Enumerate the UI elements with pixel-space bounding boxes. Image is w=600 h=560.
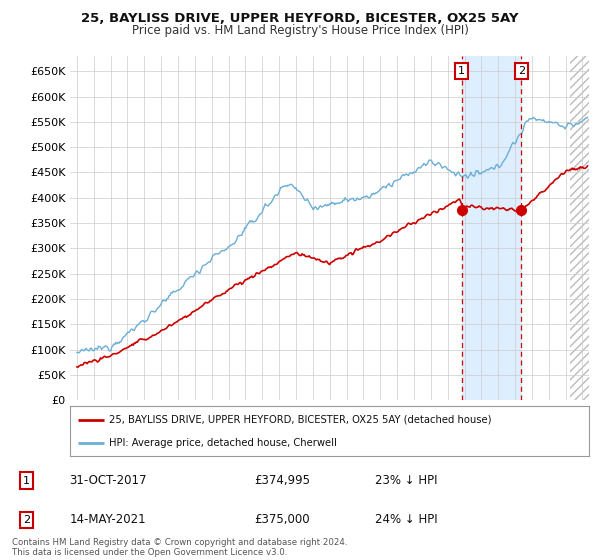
Bar: [570, 56, 589, 400]
Text: 25, BAYLISS DRIVE, UPPER HEYFORD, BICESTER, OX25 5AY (detached house): 25, BAYLISS DRIVE, UPPER HEYFORD, BICEST…: [109, 414, 491, 424]
Text: Price paid vs. HM Land Registry's House Price Index (HPI): Price paid vs. HM Land Registry's House …: [131, 24, 469, 36]
Text: HPI: Average price, detached house, Cherwell: HPI: Average price, detached house, Cher…: [109, 438, 337, 448]
Text: 2: 2: [518, 66, 525, 76]
Text: 2: 2: [23, 515, 30, 525]
Text: 23% ↓ HPI: 23% ↓ HPI: [375, 474, 437, 487]
Text: £375,000: £375,000: [254, 514, 310, 526]
Text: 14-MAY-2021: 14-MAY-2021: [70, 514, 146, 526]
Text: Contains HM Land Registry data © Crown copyright and database right 2024.
This d: Contains HM Land Registry data © Crown c…: [12, 538, 347, 557]
Bar: [461, 56, 521, 400]
Text: 1: 1: [23, 476, 30, 486]
Text: 31-OCT-2017: 31-OCT-2017: [70, 474, 147, 487]
Text: 24% ↓ HPI: 24% ↓ HPI: [375, 514, 437, 526]
Text: £374,995: £374,995: [254, 474, 310, 487]
Text: 1: 1: [458, 66, 465, 76]
Text: 25, BAYLISS DRIVE, UPPER HEYFORD, BICESTER, OX25 5AY: 25, BAYLISS DRIVE, UPPER HEYFORD, BICEST…: [81, 12, 519, 25]
